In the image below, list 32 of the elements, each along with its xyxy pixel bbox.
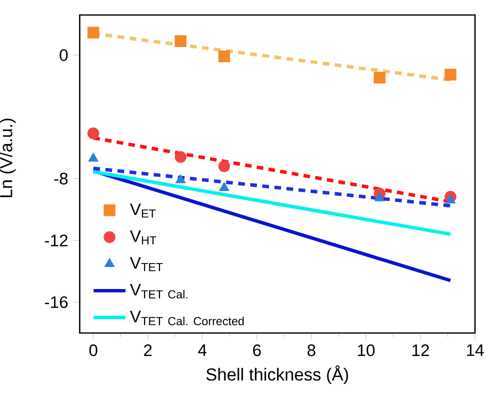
y-tick-label: -16 xyxy=(44,296,68,308)
y-tick-label: -8 xyxy=(54,172,68,185)
x-tick-label: 4 xyxy=(198,344,207,356)
x-tick-label: 12 xyxy=(412,344,429,356)
x-tick-label: 0 xyxy=(89,344,98,356)
y-axis-title: Ln (V/a.u.) xyxy=(0,118,16,198)
point xyxy=(87,128,100,140)
point xyxy=(174,151,186,163)
point xyxy=(445,194,456,204)
point xyxy=(174,35,186,47)
legend-label: $\mathrm{V}_{\mathrm{TET\ Cal.}}$ xyxy=(130,284,188,298)
legend-label: $\mathrm{V}_{\mathrm{HT}}$ xyxy=(130,230,156,244)
x-tick-label: 6 xyxy=(253,344,261,356)
point xyxy=(374,72,386,84)
point xyxy=(87,26,100,38)
point xyxy=(218,50,230,62)
legend-label: $\mathrm{V}_{\mathrm{TET}}$ xyxy=(130,257,163,272)
x-axis-title: Shell thickness (Å) xyxy=(206,365,348,384)
point xyxy=(218,160,230,172)
x-tick-label: 8 xyxy=(308,344,316,356)
legend-label: $\mathrm{V}_{\mathrm{TET\ Cal.\ Corrected}}$ xyxy=(130,310,244,326)
point xyxy=(88,152,98,162)
point xyxy=(175,174,186,184)
x-tick-label: 14 xyxy=(467,344,484,356)
legend-label: $\mathrm{V}_{\mathrm{ET}}$ xyxy=(130,204,156,218)
x-tick-label: 2 xyxy=(144,344,152,356)
point xyxy=(219,182,230,191)
x-tick-label: 10 xyxy=(358,344,375,356)
y-tick-label: -12 xyxy=(44,234,68,246)
point xyxy=(374,192,385,202)
point xyxy=(444,68,456,80)
y-tick-label: 0 xyxy=(60,49,68,62)
